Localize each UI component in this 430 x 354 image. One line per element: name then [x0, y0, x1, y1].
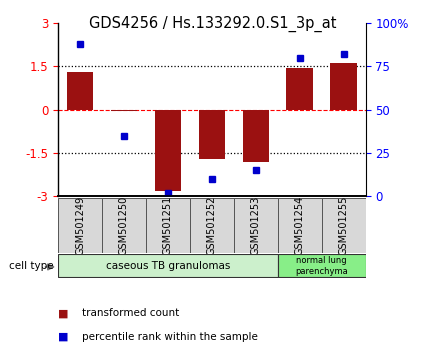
Bar [243, 110, 269, 162]
Bar [67, 72, 93, 110]
Text: ■: ■ [58, 332, 68, 342]
Text: GSM501251: GSM501251 [163, 196, 173, 255]
Text: caseous TB granulomas: caseous TB granulomas [106, 261, 230, 271]
Text: GDS4256 / Hs.133292.0.S1_3p_at: GDS4256 / Hs.133292.0.S1_3p_at [89, 16, 337, 32]
FancyBboxPatch shape [102, 198, 146, 253]
Text: normal lung
parenchyma: normal lung parenchyma [295, 256, 348, 275]
Text: cell type: cell type [9, 261, 53, 271]
FancyBboxPatch shape [322, 198, 366, 253]
Bar [111, 110, 137, 111]
FancyBboxPatch shape [190, 198, 234, 253]
Bar [199, 110, 225, 159]
FancyBboxPatch shape [58, 198, 102, 253]
Text: transformed count: transformed count [82, 308, 179, 318]
Text: GSM501252: GSM501252 [207, 196, 217, 255]
Text: ■: ■ [58, 308, 68, 318]
Bar [286, 68, 313, 110]
FancyBboxPatch shape [234, 198, 278, 253]
Text: GSM501255: GSM501255 [338, 196, 349, 255]
Bar [155, 110, 181, 191]
Text: GSM501254: GSM501254 [295, 196, 304, 255]
FancyBboxPatch shape [278, 254, 366, 278]
FancyBboxPatch shape [58, 254, 278, 278]
Text: GSM501253: GSM501253 [251, 196, 261, 255]
FancyBboxPatch shape [146, 198, 190, 253]
Text: percentile rank within the sample: percentile rank within the sample [82, 332, 258, 342]
FancyBboxPatch shape [278, 198, 322, 253]
Text: GSM501250: GSM501250 [119, 196, 129, 255]
Text: GSM501249: GSM501249 [75, 196, 85, 255]
Bar [330, 63, 357, 110]
